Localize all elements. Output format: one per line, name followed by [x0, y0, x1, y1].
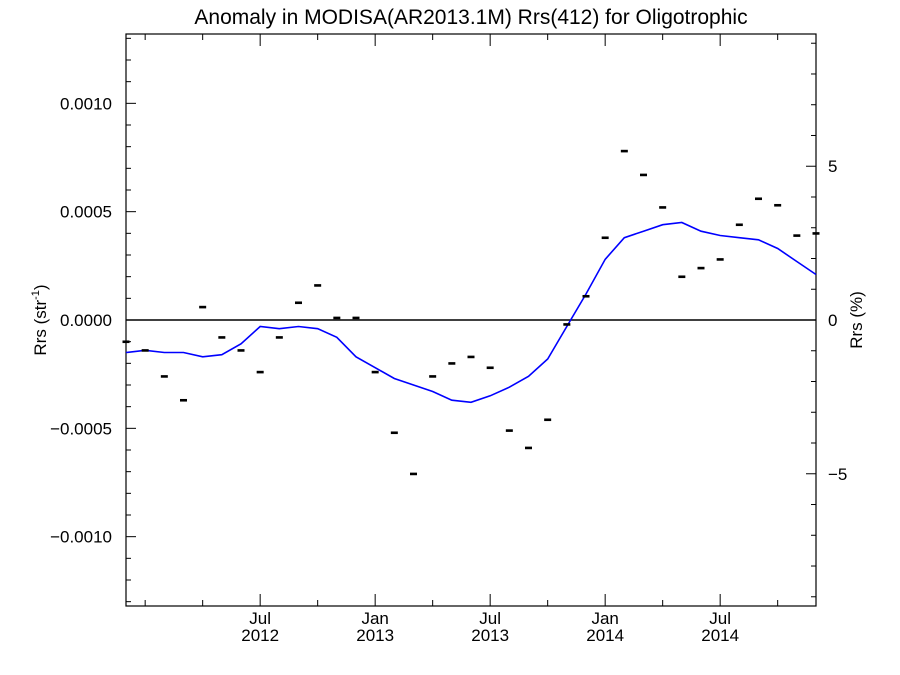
data-point	[486, 366, 494, 370]
data-point	[467, 355, 475, 359]
data-point	[122, 340, 130, 344]
right-tick-label: 5	[828, 157, 837, 176]
data-point	[697, 266, 705, 270]
data-point	[735, 223, 743, 227]
chart-title: Anomaly in MODISA(AR2013.1M) Rrs(412) fo…	[194, 6, 747, 29]
data-point	[218, 336, 226, 339]
data-point	[755, 197, 762, 201]
right-tick-label: 0	[828, 311, 837, 330]
left-tick-label: 0.0005	[60, 203, 112, 222]
data-point	[582, 294, 590, 298]
left-axis: 0.0010 0.0005 0.0000 −0.0005 −0.0010	[50, 37, 136, 603]
data-point	[160, 375, 168, 378]
data-point	[314, 284, 322, 287]
data-point	[774, 203, 782, 207]
data-point	[429, 375, 437, 378]
data-point	[371, 370, 379, 374]
x-tick-year: 2014	[701, 626, 739, 645]
series-markers	[122, 149, 820, 476]
left-tick-label: −0.0010	[50, 528, 112, 547]
data-point	[620, 149, 628, 153]
x-tick-year: 2013	[356, 626, 394, 645]
x-tick-month: Jul	[249, 609, 271, 628]
y-axis-label-right: Rrs (%)	[847, 291, 866, 349]
data-point	[505, 429, 513, 432]
data-point	[237, 349, 245, 352]
series-line-smoothed	[125, 221, 817, 404]
data-point	[678, 275, 686, 279]
data-point	[640, 173, 647, 177]
y-axis-label-left: Rrs (str-1)	[30, 284, 50, 355]
x-tick-month: Jan	[361, 609, 388, 628]
data-point	[256, 370, 264, 374]
x-tick-year: 2013	[471, 626, 509, 645]
x-tick-year: 2012	[241, 626, 279, 645]
data-point	[812, 232, 820, 235]
data-point	[352, 316, 360, 320]
x-tick-month: Jan	[591, 609, 618, 628]
data-point	[716, 258, 724, 261]
x-tick-year: 2014	[586, 626, 624, 645]
right-tick-label: −5	[828, 465, 847, 484]
data-point	[659, 206, 667, 209]
data-point	[333, 316, 341, 320]
data-point	[410, 472, 417, 476]
data-point	[448, 362, 456, 365]
data-point	[390, 431, 398, 435]
data-point	[544, 418, 552, 422]
data-point	[601, 236, 609, 240]
data-point	[141, 349, 149, 352]
data-point	[295, 301, 302, 305]
data-point	[180, 398, 187, 402]
data-point	[793, 234, 801, 237]
left-tick-label: 0.0000	[60, 311, 112, 330]
data-point	[525, 446, 532, 450]
data-point	[199, 305, 207, 309]
data-point	[563, 323, 571, 326]
x-tick-month: Jul	[479, 609, 501, 628]
left-tick-label: 0.0010	[60, 94, 112, 113]
data-point	[275, 336, 283, 339]
x-tick-month: Jul	[709, 609, 731, 628]
left-tick-label: −0.0005	[50, 419, 112, 438]
